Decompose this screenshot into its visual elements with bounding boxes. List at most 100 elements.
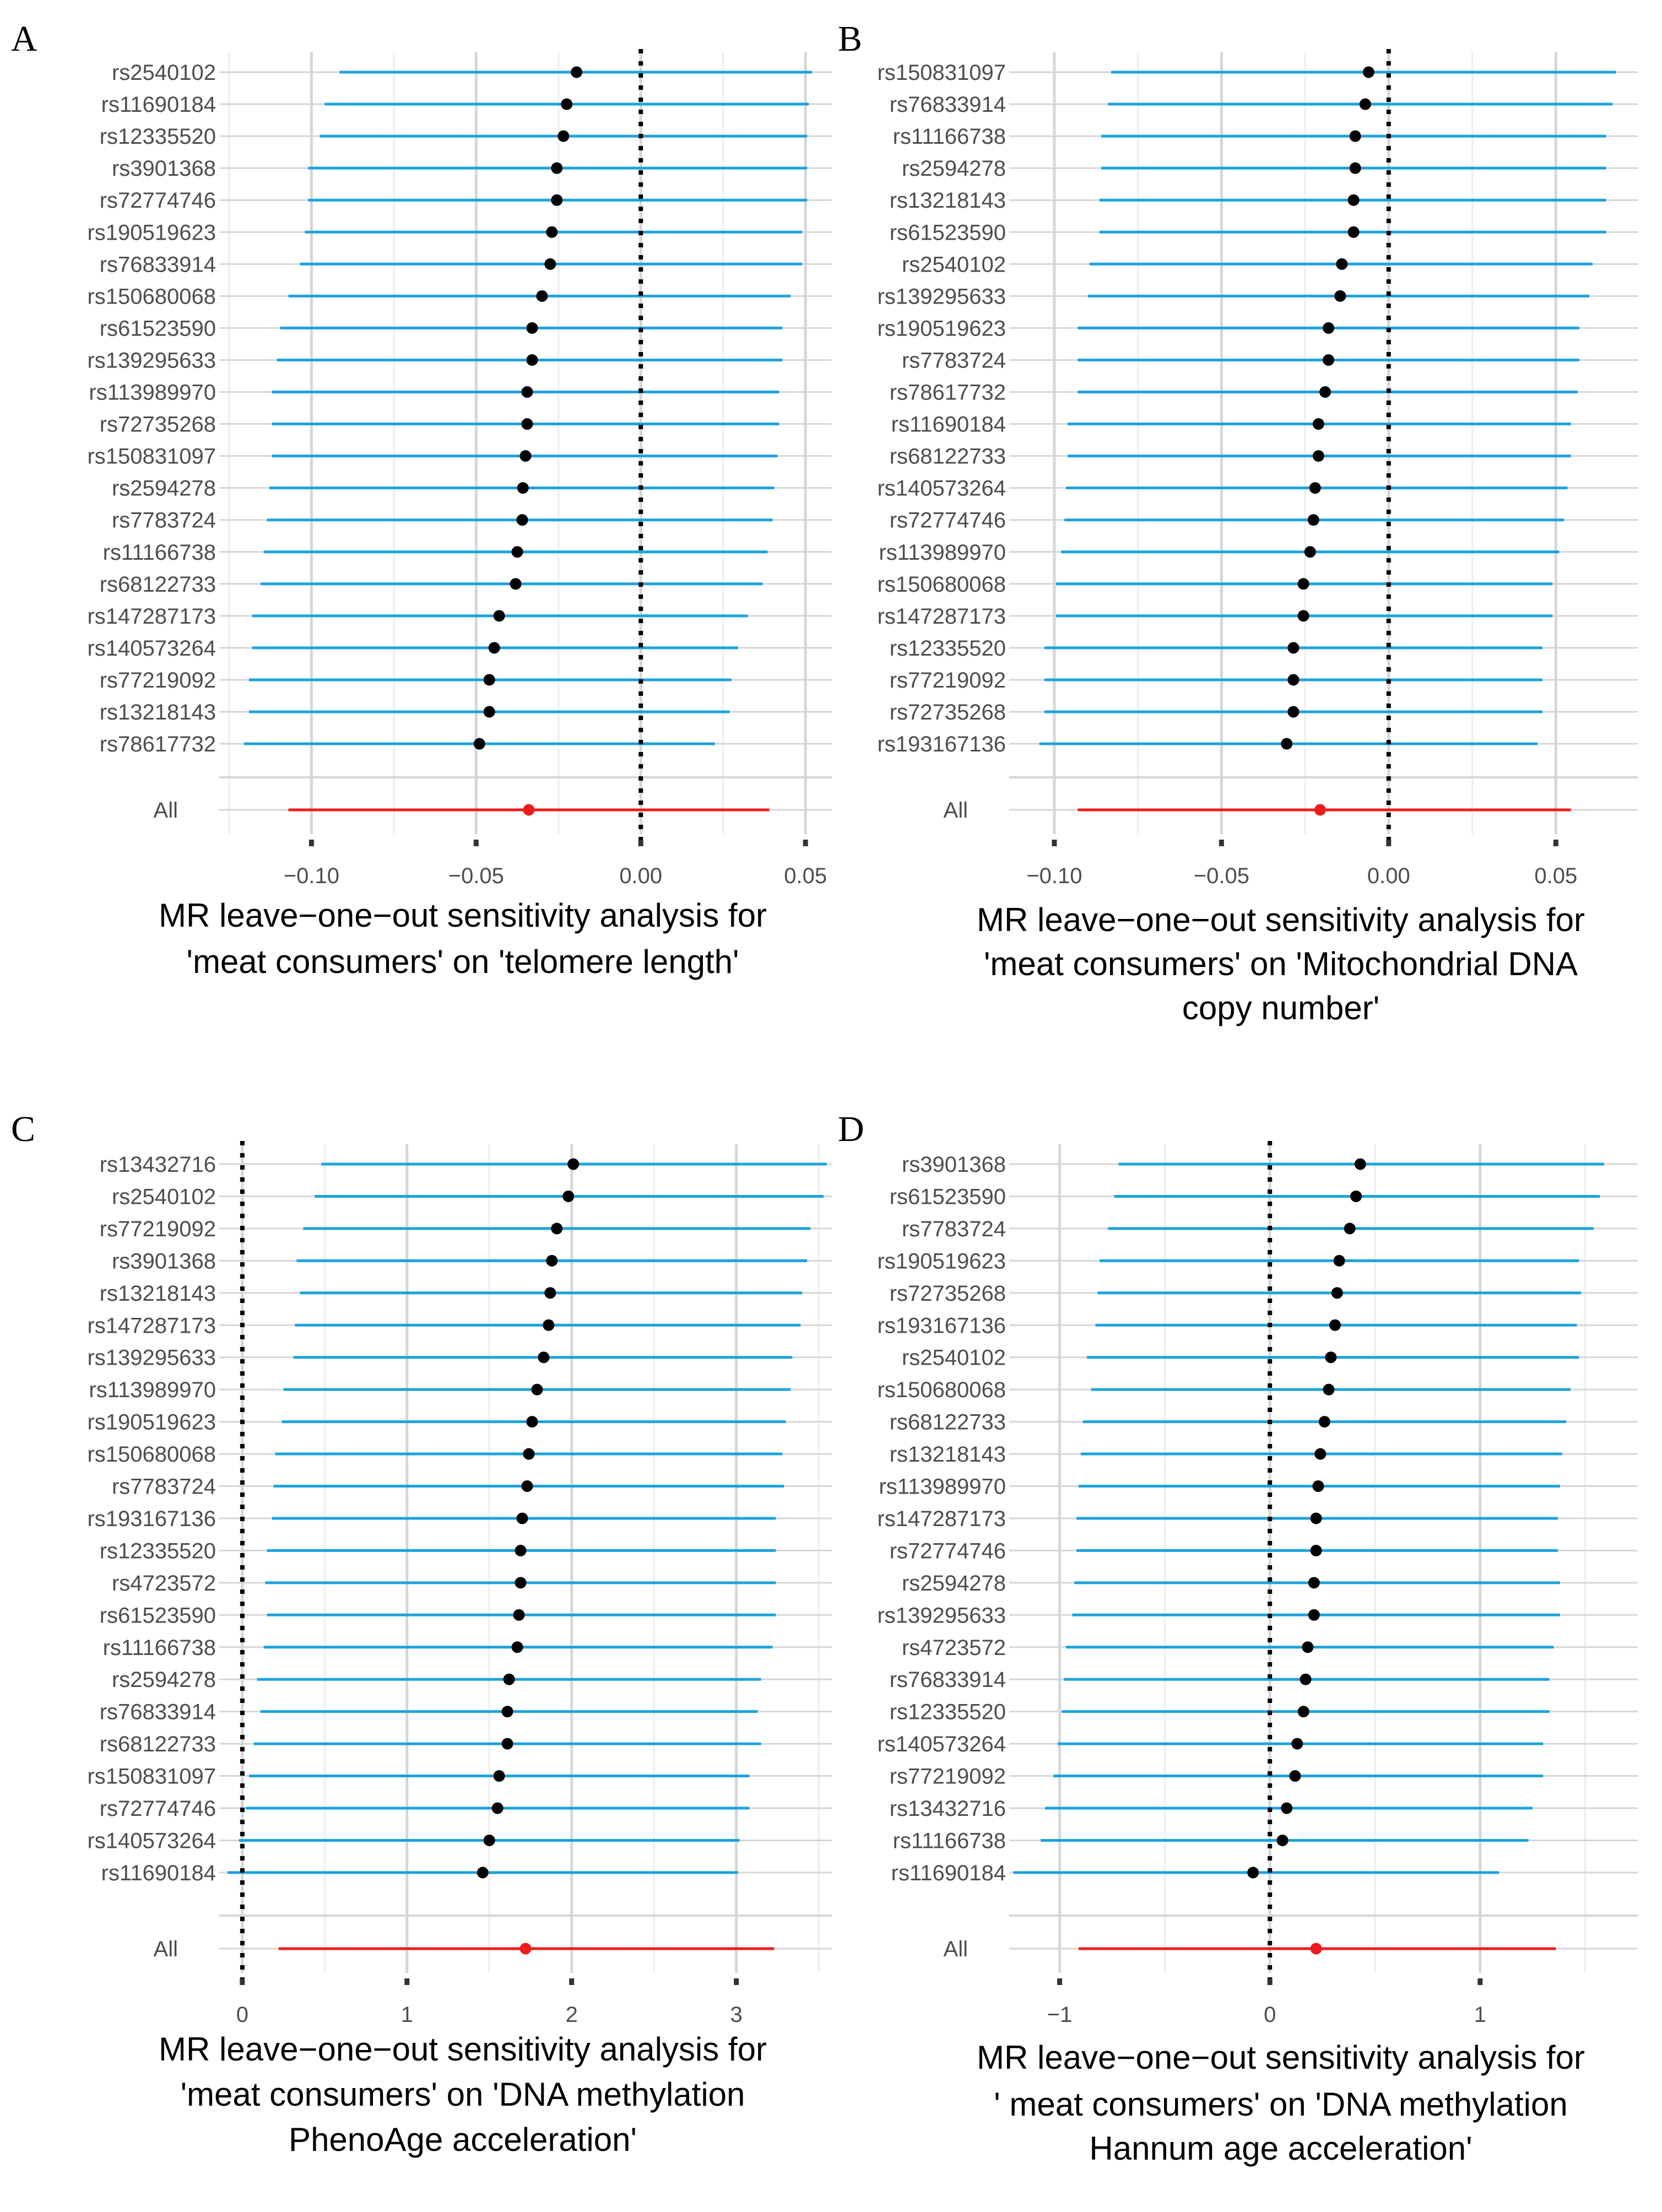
snp-label: rs193167136 <box>877 1313 1006 1338</box>
estimate-point <box>1291 1738 1303 1750</box>
estimate-point <box>1325 1351 1337 1364</box>
snp-label: rs68122733 <box>890 1410 1006 1435</box>
tick-label: 0 <box>236 2003 248 2027</box>
estimate-point <box>1314 1448 1327 1460</box>
snp-label: rs147287173 <box>87 604 216 629</box>
caption-line: MR leave−one−out sensitivity analysis fo… <box>159 2031 767 2068</box>
tick-label: −1 <box>1047 2003 1073 2027</box>
panel-letter: C <box>11 1109 35 1149</box>
snp-label: rs76833914 <box>890 93 1006 117</box>
estimate-point <box>546 226 558 238</box>
estimate-point <box>483 674 495 686</box>
snp-label: rs12335520 <box>100 1539 216 1563</box>
snp-label: rs12335520 <box>100 125 216 149</box>
snp-label: rs2594278 <box>112 477 216 501</box>
caption-line: MR leave−one−out sensitivity analysis fo… <box>977 2039 1585 2076</box>
snp-label: rs190519623 <box>877 1249 1006 1273</box>
estimate-point <box>1287 706 1300 718</box>
snp-label: rs13218143 <box>100 1281 216 1306</box>
snp-label: rs190519623 <box>877 316 1006 340</box>
snp-label: rs150680068 <box>87 1442 216 1467</box>
estimate-point <box>1318 1416 1330 1428</box>
tick-label: −0.05 <box>448 864 504 888</box>
estimate-point <box>1310 1512 1322 1524</box>
snp-label: rs77219092 <box>890 668 1006 693</box>
snp-label: rs7783724 <box>902 348 1006 372</box>
estimate-point <box>1309 482 1321 494</box>
estimate-point <box>1310 1544 1322 1556</box>
estimate-point <box>526 354 538 366</box>
snp-label: rs4723572 <box>902 1636 1006 1660</box>
overall-estimate-point <box>519 1943 532 1955</box>
estimate-point <box>1347 194 1360 206</box>
estimate-point <box>1312 450 1324 462</box>
estimate-point <box>1350 1190 1362 1202</box>
panel-letter: D <box>838 1109 864 1149</box>
snp-label: rs72735268 <box>890 1281 1006 1306</box>
estimate-point <box>517 482 529 494</box>
estimate-point <box>501 1738 513 1750</box>
snp-label: rs7783724 <box>112 509 216 533</box>
estimate-point <box>1307 514 1319 526</box>
snp-label: rs78617732 <box>100 732 216 756</box>
snp-label: rs11690184 <box>891 1861 1006 1885</box>
snp-label: rs140573264 <box>877 477 1006 501</box>
snp-label: rs3901368 <box>112 1249 216 1273</box>
estimate-point <box>510 578 522 590</box>
snp-label: rs139295633 <box>877 284 1006 309</box>
overall-estimate-point <box>1314 804 1326 816</box>
estimate-point <box>1354 1158 1366 1170</box>
estimate-point <box>516 1512 528 1524</box>
snp-label: rs150680068 <box>877 1378 1006 1402</box>
estimate-point <box>483 706 495 718</box>
snp-label: rs77219092 <box>890 1765 1006 1789</box>
estimate-point <box>1287 642 1300 654</box>
snp-label: rs11690184 <box>891 413 1006 437</box>
snp-label: rs140573264 <box>877 1732 1006 1756</box>
estimate-point <box>1287 674 1300 686</box>
estimate-point <box>1329 1319 1341 1331</box>
snp-label: rs11166738 <box>893 125 1006 149</box>
snp-label: rs140573264 <box>87 1829 216 1853</box>
caption-line: ' meat consumers' on 'DNA methylation <box>994 2086 1567 2123</box>
estimate-point <box>477 1867 489 1879</box>
snp-label: rs11166738 <box>103 540 216 565</box>
estimate-point <box>551 1223 563 1235</box>
snp-label: rs2540102 <box>902 252 1006 277</box>
estimate-point <box>1304 546 1316 558</box>
snp-label: rs150680068 <box>877 572 1006 597</box>
estimate-point <box>1312 1480 1324 1492</box>
snp-label: rs61523590 <box>100 316 216 340</box>
snp-label: rs77219092 <box>100 1217 216 1241</box>
caption-line: 'meat consumers' on 'Mitochondrial DNA <box>984 945 1578 982</box>
estimate-point <box>1331 1287 1343 1299</box>
tick-label: −0.05 <box>1194 864 1249 888</box>
snp-label: rs2594278 <box>902 156 1006 181</box>
estimate-point <box>493 1770 505 1782</box>
estimate-point <box>1297 1706 1309 1718</box>
estimate-point <box>1347 226 1360 238</box>
overall-label: All <box>944 1937 968 1961</box>
estimate-point <box>513 1609 525 1621</box>
estimate-point <box>1276 1834 1289 1846</box>
caption-line: MR leave−one−out sensitivity analysis fo… <box>977 901 1585 938</box>
estimate-point <box>546 1254 558 1267</box>
tick-label: 0.05 <box>784 864 827 888</box>
snp-label: rs61523590 <box>890 220 1006 245</box>
snp-label: rs113989970 <box>879 1475 1006 1499</box>
snp-label: rs61523590 <box>100 1603 216 1627</box>
estimate-point <box>1300 1673 1312 1685</box>
snp-label: rs76833914 <box>100 1700 216 1724</box>
overall-label: All <box>944 798 968 823</box>
snp-label: rs13432716 <box>890 1797 1006 1821</box>
estimate-point <box>1323 322 1335 334</box>
snp-label: rs139295633 <box>877 1603 1006 1627</box>
caption-line: PhenoAge acceleration' <box>289 2121 637 2158</box>
snp-label: rs113989970 <box>879 540 1006 565</box>
estimate-point <box>1333 1254 1345 1267</box>
estimate-point <box>543 1319 555 1331</box>
estimate-point <box>1334 290 1346 302</box>
estimate-point <box>544 1287 556 1299</box>
